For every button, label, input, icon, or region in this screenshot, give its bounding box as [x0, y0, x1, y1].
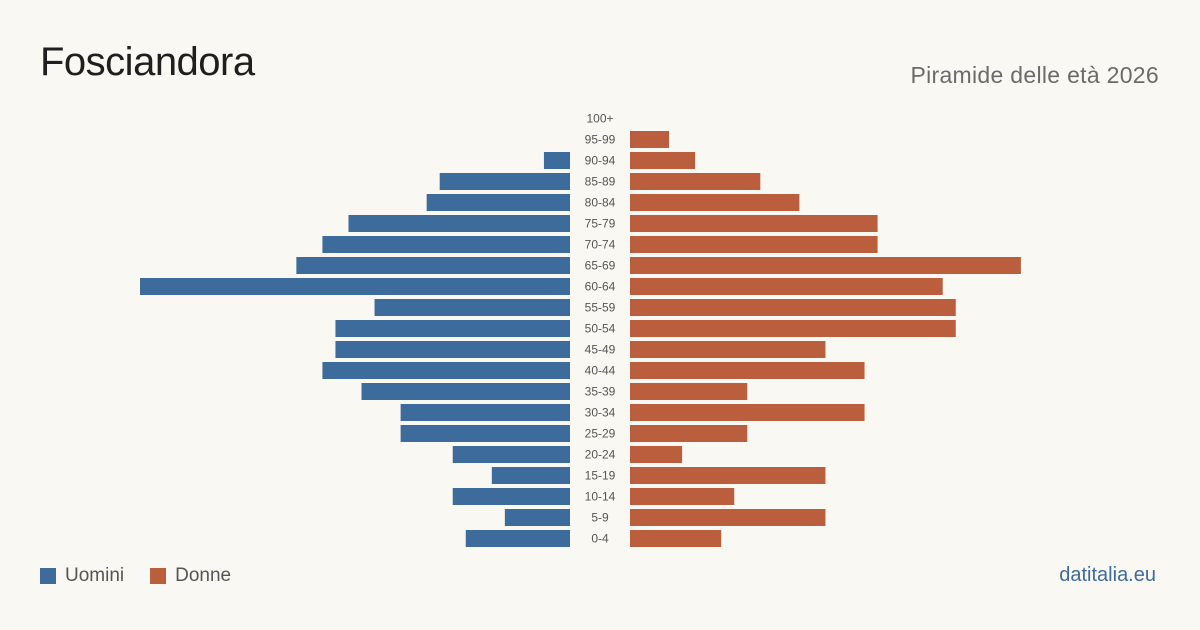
bar-men-10-14 [452, 488, 570, 505]
bar-men-70-74 [322, 236, 570, 253]
age-label-50-54: 50-54 [585, 322, 616, 336]
men-bars-group [140, 152, 570, 547]
age-label-40-44: 40-44 [585, 364, 616, 378]
age-label-80-84: 80-84 [585, 196, 616, 210]
bar-women-15-19 [630, 467, 826, 484]
age-label-55-59: 55-59 [585, 301, 616, 315]
bar-women-65-69 [630, 257, 1021, 274]
bar-women-20-24 [630, 446, 683, 463]
age-label-70-74: 70-74 [585, 238, 616, 252]
age-label-35-39: 35-39 [585, 385, 616, 399]
population-pyramid-chart: 100+ 95-99 90-94 85-89 80-84 75-79 70-74 65-69 6… [140, 112, 1021, 547]
bar-men-75-79 [348, 215, 570, 232]
site-link[interactable]: datitalia.eu [1059, 564, 1156, 586]
bar-men-45-49 [335, 341, 570, 358]
bar-women-5-9 [630, 509, 826, 526]
age-label-25-29: 25-29 [585, 427, 616, 441]
bar-women-0-4 [630, 530, 722, 547]
age-label-75-79: 75-79 [585, 217, 616, 231]
age-label-100plus: 100+ [586, 112, 613, 126]
bar-men-85-89 [439, 173, 570, 190]
bar-men-60-64 [140, 278, 570, 295]
age-label-90-94: 90-94 [585, 154, 616, 168]
age-label-10-14: 10-14 [585, 490, 616, 504]
age-label-0-4: 0-4 [591, 532, 609, 546]
bar-men-5-9 [504, 509, 570, 526]
age-label-5-9: 5-9 [591, 511, 609, 525]
bar-women-30-34 [630, 404, 865, 421]
bar-women-40-44 [630, 362, 865, 379]
legend-label-men: Uomini [65, 565, 125, 586]
bar-women-25-29 [630, 425, 748, 442]
bar-women-85-89 [630, 173, 761, 190]
age-label-65-69: 65-69 [585, 259, 616, 273]
age-label-30-34: 30-34 [585, 406, 616, 420]
women-bars-group [630, 131, 1021, 547]
bar-men-15-19 [491, 467, 570, 484]
bar-women-60-64 [630, 278, 943, 295]
age-label-95-99: 95-99 [585, 133, 616, 147]
legend-item-men: Uomini [40, 565, 124, 587]
bar-women-95-99 [630, 131, 670, 148]
legend-item-women: Donne [150, 565, 231, 587]
legend-label-women: Donne [175, 565, 232, 586]
bar-women-10-14 [630, 488, 735, 505]
bar-men-40-44 [322, 362, 570, 379]
age-label-60-64: 60-64 [585, 280, 616, 294]
bar-women-50-54 [630, 320, 956, 337]
chart-subtitle: Piramide delle età 2026 [910, 62, 1159, 88]
age-label-85-89: 85-89 [585, 175, 616, 189]
age-label-15-19: 15-19 [585, 469, 616, 483]
bar-men-65-69 [296, 257, 570, 274]
bar-men-90-94 [543, 152, 570, 169]
bar-men-0-4 [465, 530, 570, 547]
bar-men-35-39 [361, 383, 570, 400]
bar-women-70-74 [630, 236, 878, 253]
bar-women-80-84 [630, 194, 800, 211]
bar-women-90-94 [630, 152, 696, 169]
legend: Uomini Donne [40, 565, 257, 587]
age-label-45-49: 45-49 [585, 343, 616, 357]
bar-men-20-24 [452, 446, 570, 463]
legend-swatch-men [40, 568, 56, 584]
bar-women-35-39 [630, 383, 748, 400]
page-title: Fosciandora [40, 40, 255, 84]
legend-swatch-women [150, 568, 167, 584]
bar-men-55-59 [374, 299, 570, 316]
bar-women-75-79 [630, 215, 878, 232]
age-labels-group: 100+ 95-99 90-94 85-89 80-84 75-79 70-74 65-69 6… [585, 112, 616, 546]
bar-men-30-34 [400, 404, 570, 421]
bar-men-80-84 [426, 194, 570, 211]
bar-men-25-29 [400, 425, 570, 442]
bar-men-50-54 [335, 320, 570, 337]
bar-women-55-59 [630, 299, 956, 316]
age-label-20-24: 20-24 [585, 448, 616, 462]
bar-women-45-49 [630, 341, 826, 358]
